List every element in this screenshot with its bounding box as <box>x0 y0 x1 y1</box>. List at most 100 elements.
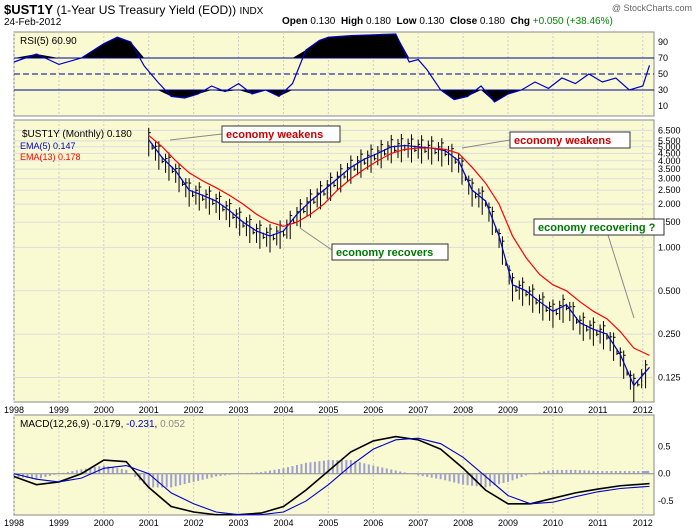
brand-watermark: @ StockCharts.com <box>611 3 692 13</box>
ema13-legend: EMA(13) 0.178 <box>20 152 81 162</box>
macd-hist-bar <box>255 472 258 474</box>
macd-hist-bar <box>643 470 646 474</box>
macd-hist-bar <box>44 473 47 478</box>
macd-hist-bar <box>637 471 640 474</box>
macd-hist-bar <box>367 464 370 474</box>
macd-hist-bar <box>277 469 280 474</box>
macd-hist-bar <box>233 473 236 475</box>
macd-hist-bar <box>471 473 474 486</box>
macd-hist-bar <box>179 473 182 486</box>
macd-hist-bar <box>628 471 631 474</box>
x-tick-label: 2009 <box>498 405 518 415</box>
macd-hist-bar <box>614 471 617 474</box>
chart-title: $UST1Y (1-Year US Treasury Yield (EOD)) … <box>4 2 263 17</box>
macd-signal: -0.231 <box>126 419 155 430</box>
macd-hist-bar <box>632 471 635 474</box>
macd-hist-bar <box>174 473 177 487</box>
macd-hist-bar <box>435 473 438 479</box>
price-tick-label: 4.500 <box>658 148 681 158</box>
rsi-tick-label: 10 <box>658 101 668 111</box>
rsi-tick-label: 70 <box>658 53 668 63</box>
macd-hist-bar <box>340 460 343 474</box>
rsi-oversold-fill <box>14 90 650 102</box>
macd-hist-bar <box>556 469 559 474</box>
macd-hist-bar <box>533 472 536 474</box>
rsi-tick-label: 90 <box>658 37 668 47</box>
x-tick-label: 2005 <box>318 518 338 528</box>
macd-hist-bar <box>286 467 289 474</box>
macd-hist-bar <box>412 473 415 475</box>
price-tick-label: 1.000 <box>658 242 681 252</box>
x-tick-label: 2000 <box>94 518 114 528</box>
macd-hist-bar <box>273 469 276 474</box>
macd-hist-bar <box>583 470 586 474</box>
macd-hist-bar <box>587 470 590 474</box>
x-tick-label: 1999 <box>49 518 69 528</box>
annotation-text: economy weakens <box>514 135 611 147</box>
macd-hist-bar <box>322 460 325 474</box>
macd-hist-bar <box>309 462 312 474</box>
macd-hist-bar <box>116 468 119 474</box>
macd-hist-bar <box>610 471 613 474</box>
security-name: (1-Year US Treasury Yield (EOD)) <box>56 3 237 17</box>
macd-tick-label: 0.0 <box>658 469 671 479</box>
rsi-tick-label: 30 <box>658 85 668 95</box>
macd-hist-bar <box>502 473 505 484</box>
macd-hist-bar <box>619 471 622 474</box>
macd-hist-bar <box>538 472 541 474</box>
price-tick-label: 3.500 <box>658 164 681 174</box>
price-panel <box>13 119 655 403</box>
macd-hist-bar <box>403 472 406 474</box>
macd-hist-bar <box>372 465 375 474</box>
macd-hist-bar <box>525 473 527 476</box>
macd-hist-bar <box>511 473 514 481</box>
symbol: $UST1Y <box>4 2 54 17</box>
macd-hist-bar <box>206 473 209 479</box>
macd-hist-bar <box>498 473 501 485</box>
macd-line <box>13 435 650 516</box>
macd-hist-bar <box>547 470 550 474</box>
x-tick-label: 2000 <box>94 405 114 415</box>
macd-hist-bar <box>13 473 15 477</box>
macd-hist-bar <box>80 469 83 474</box>
macd-hist-bar <box>318 461 321 474</box>
macd-hist-bar <box>201 473 204 480</box>
x-tick-label: 2004 <box>273 405 293 415</box>
macd-hist-bar <box>48 473 51 476</box>
price-tick-label: 0.250 <box>658 329 681 339</box>
x-tick-label: 2010 <box>543 518 563 528</box>
annotation-economy-weakens-1: economy weakens <box>169 125 341 143</box>
macd-hist-bar <box>62 472 65 474</box>
macd-hist-bar <box>152 473 155 488</box>
macd-hist-bar <box>421 473 424 477</box>
x-tick-label: 1999 <box>49 405 69 415</box>
x-tick-label: 2007 <box>408 518 428 528</box>
low-value: 0.130 <box>419 16 445 27</box>
macd-hist-bar <box>399 471 402 474</box>
x-tick-label: 2006 <box>363 518 383 528</box>
ema13-line <box>148 134 650 356</box>
macd-hist-bar <box>228 473 231 475</box>
macd-panel <box>13 414 655 516</box>
ema5-legend: EMA(5) 0.147 <box>20 141 76 151</box>
macd-hist-bar <box>569 469 572 474</box>
macd-hist-bar <box>111 467 114 474</box>
low-label: Low <box>396 16 417 27</box>
chg-value: +0.050 (+38.46%) <box>532 16 613 27</box>
macd-hist-bar <box>516 473 519 479</box>
x-tick-label: 2003 <box>229 518 249 528</box>
macd-hist-bar <box>224 473 227 476</box>
macd-hist-bar <box>165 473 168 488</box>
macd-hist-bar <box>143 473 146 484</box>
macd-hist-bar <box>260 472 263 474</box>
macd-hist-bar <box>349 460 352 474</box>
macd-hist-bar <box>358 462 361 474</box>
price-title: $UST1Y (Monthly) 0.180 <box>22 129 132 140</box>
macd-hist-bar <box>183 473 186 485</box>
macd-hist-bar <box>300 463 303 474</box>
x-tick-label: 1998 <box>4 405 24 415</box>
macd-hist-bar <box>475 473 478 487</box>
ema5-line <box>148 139 650 387</box>
price-tick-label: 4.000 <box>658 156 681 166</box>
x-tick-label: 2007 <box>408 405 428 415</box>
